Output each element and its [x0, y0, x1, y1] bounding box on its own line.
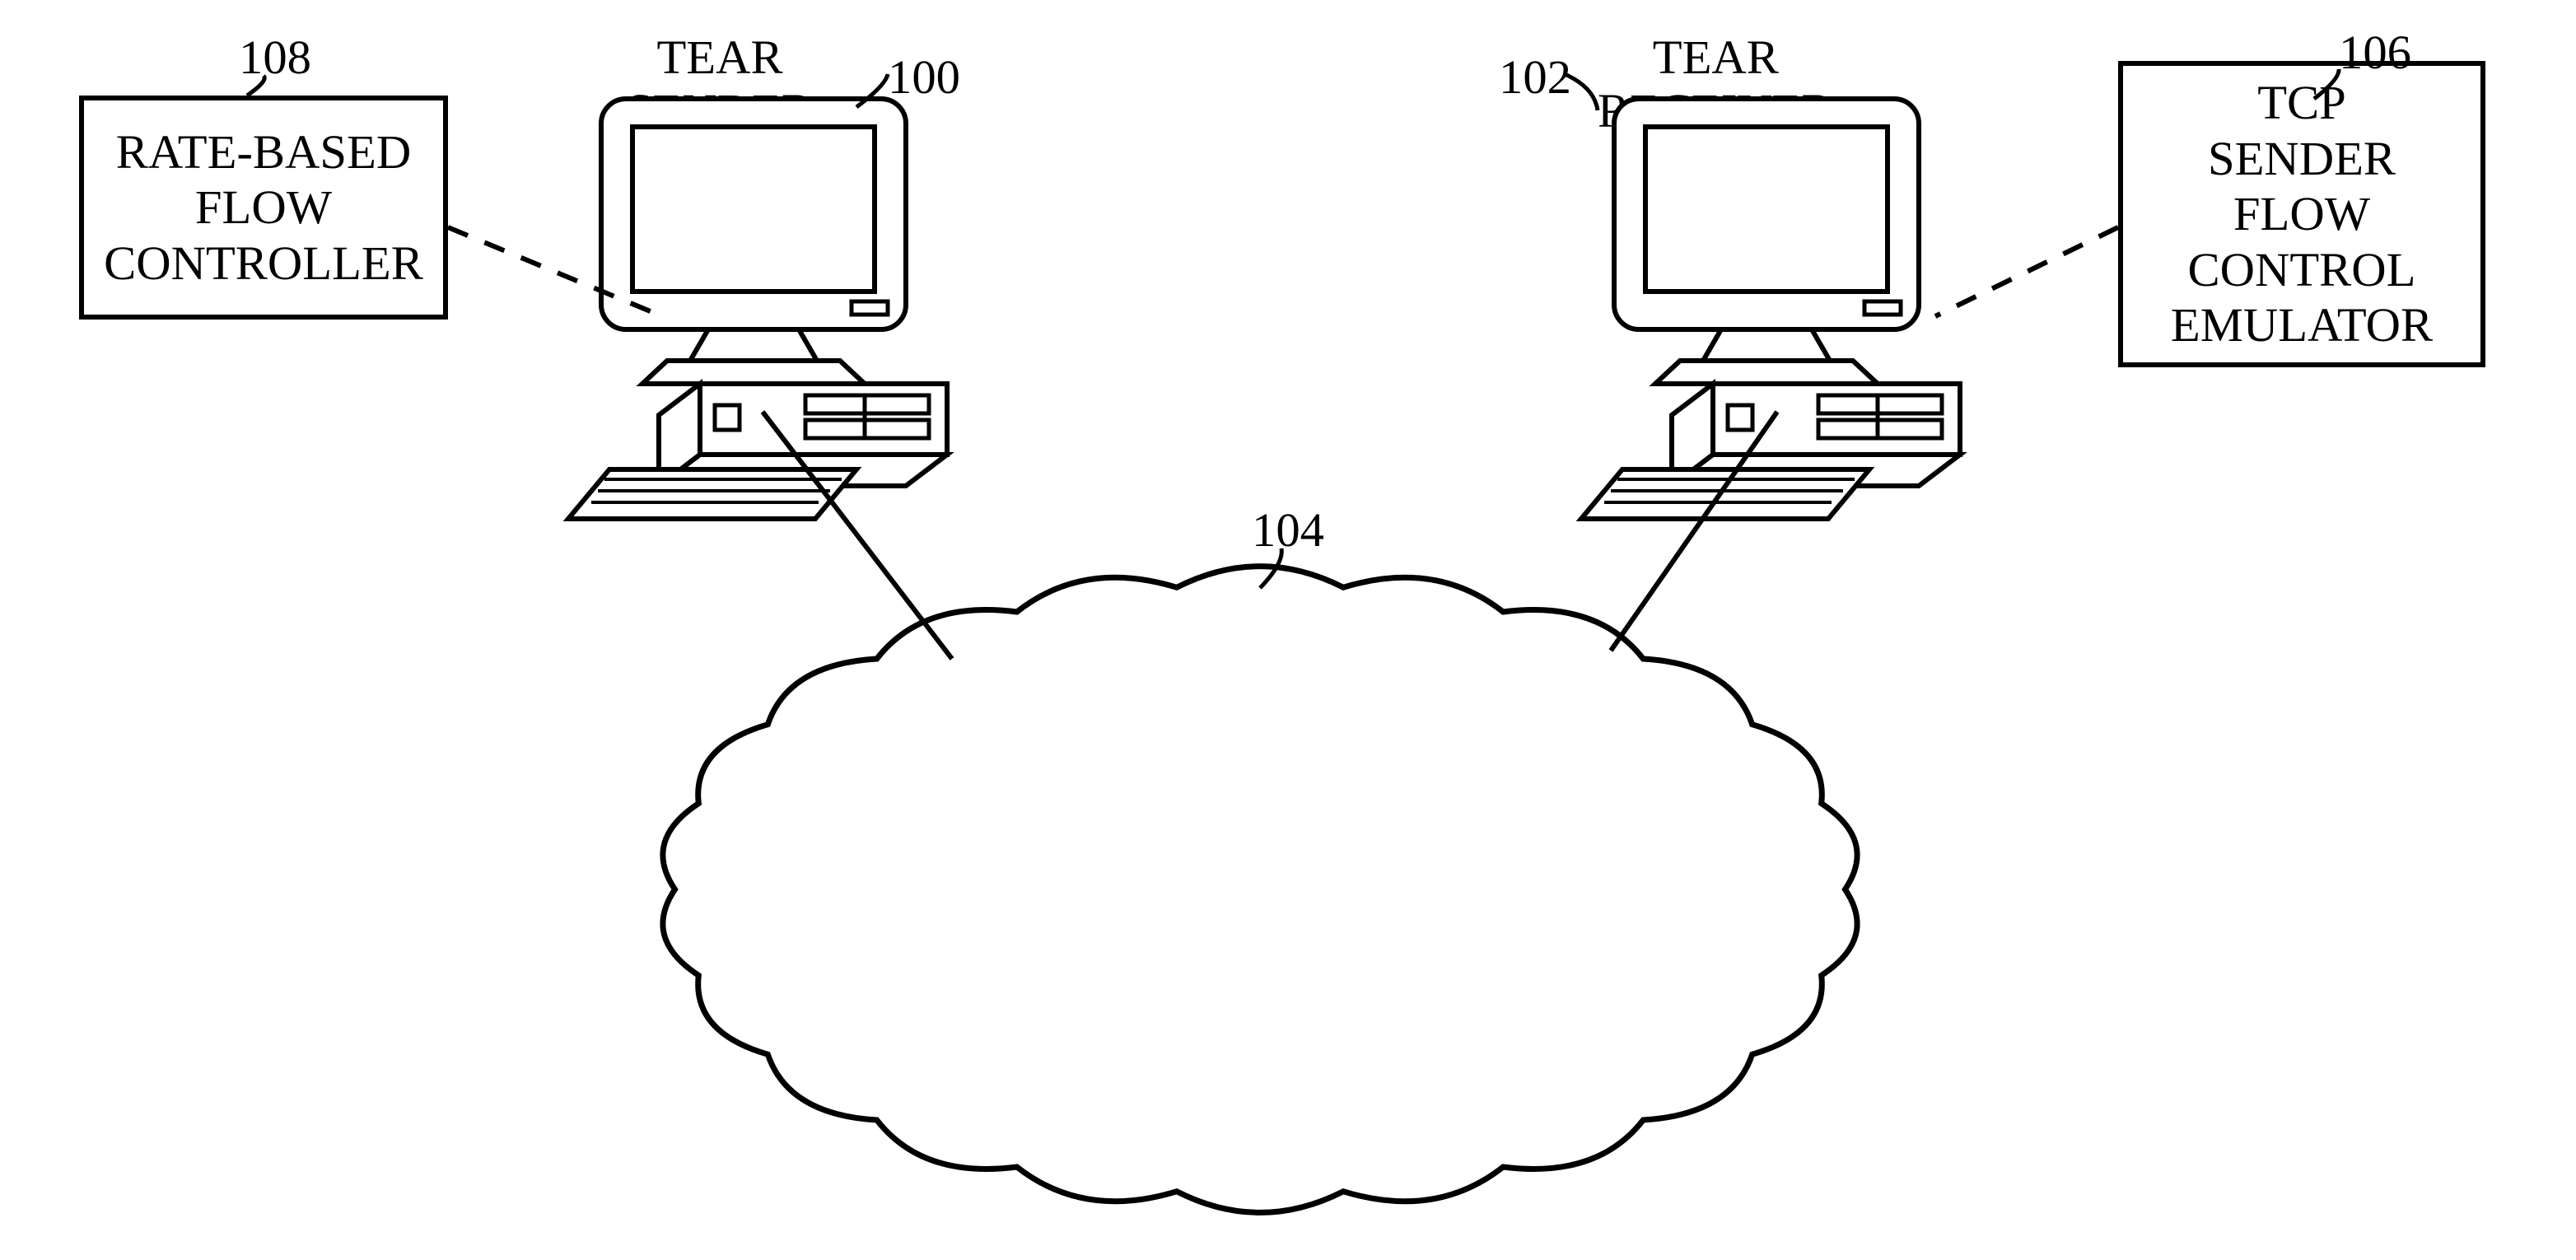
diagram-canvas: RATE-BASED FLOW CONTROLLER TCP SENDER FL… [0, 0, 2576, 1260]
tcp-sender-flow-control-emulator-box: TCP SENDER FLOW CONTROL EMULATOR [2118, 61, 2485, 367]
tear-sender-computer-icon [568, 99, 947, 519]
solid-line-left [763, 412, 952, 659]
rate-based-flow-controller-label: RATE-BASED FLOW CONTROLLER [104, 124, 423, 291]
cloud-label: LOSSY PACKET-BASED NETWORK [964, 832, 1589, 948]
tear-receiver-computer-icon [1581, 99, 1960, 519]
ref-100: 100 [888, 49, 960, 105]
tear-sender-label: TEAR SENDER [626, 31, 814, 138]
ref-108: 108 [239, 30, 311, 85]
ref-102: 102 [1499, 49, 1571, 105]
ref-104: 104 [1252, 502, 1324, 558]
dash-line-right [1935, 227, 2118, 316]
solid-line-right [1611, 412, 1777, 651]
tear-receiver-label: TEAR RECEIVER [1598, 31, 1834, 138]
ref-106: 106 [2339, 25, 2411, 80]
rate-based-flow-controller-box: RATE-BASED FLOW CONTROLLER [79, 96, 448, 320]
dash-line-left [448, 227, 662, 316]
tcp-sender-flow-control-emulator-label: TCP SENDER FLOW CONTROL EMULATOR [2171, 75, 2433, 352]
leader-100 [856, 74, 888, 107]
